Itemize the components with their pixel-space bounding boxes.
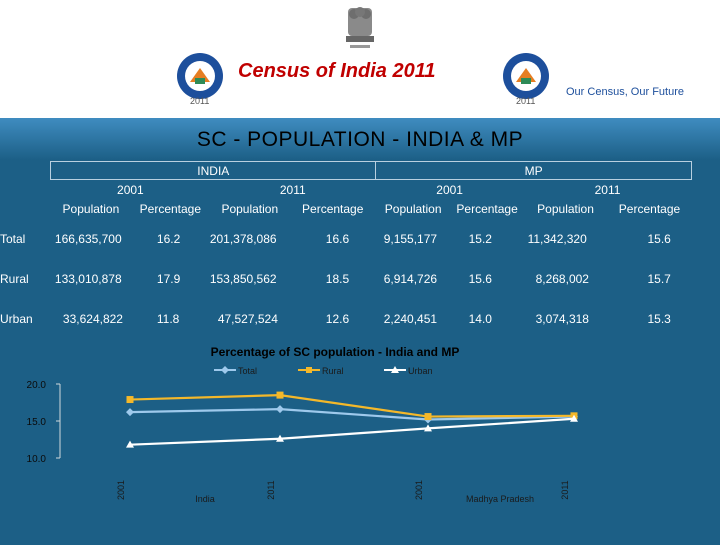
data-point (126, 408, 134, 417)
table-cell: 3,074,318 (535, 312, 589, 326)
y-tick-label: 15.0 (27, 417, 47, 428)
table-row: Total 166,635,700 16.2 201,378,086 16.6 … (0, 219, 692, 259)
data-point (424, 424, 432, 432)
series-line-urban (129, 417, 575, 446)
legend-marker (221, 366, 229, 374)
x-tick-label: 2011 (560, 480, 570, 499)
x-tick-label: 2001 (116, 480, 126, 500)
table-corner (0, 162, 51, 180)
table-cell: 47,527,524 (217, 312, 278, 326)
column-header: Percentage (139, 202, 202, 216)
table-cell: 133,010,878 (54, 272, 122, 286)
table-cell: 11,342,320 (527, 232, 587, 246)
y-tick-label: 20.0 (27, 380, 47, 391)
table-cell: 15.3 (647, 312, 671, 326)
legend-label: Urban (408, 366, 433, 376)
row-label: Rural (0, 272, 29, 286)
row-label: Total (0, 232, 26, 246)
group-label-india: India (195, 494, 215, 504)
table-cell: 12.6 (325, 312, 350, 326)
year-header: 2011 (594, 182, 621, 197)
table-cell: 14.0 (468, 312, 492, 326)
legend-marker (391, 366, 399, 373)
data-point (276, 434, 284, 442)
population-table: INDIA MP 2001 2011 2001 2011 Population … (0, 161, 692, 339)
table-cell: 16.2 (156, 232, 181, 246)
table-cell: 15.6 (468, 272, 492, 286)
table-cell: 15.2 (468, 232, 492, 246)
table-cell: 15.7 (647, 272, 671, 286)
data-point (126, 396, 134, 404)
table-cell: 2,240,451 (383, 312, 438, 326)
legend-marker (306, 367, 312, 373)
table-cell: 9,155,177 (383, 232, 438, 246)
logo-year-right: 2011 (516, 96, 536, 106)
data-point (276, 391, 284, 399)
group-header-mp: MP (375, 161, 692, 180)
column-header: Population (221, 202, 279, 216)
column-header: Percentage (618, 202, 681, 216)
header: 2011 2011 Census of India 2011 Our Censu… (0, 0, 720, 118)
table-row: Urban 33,624,822 11.8 47,527,524 12.6 2,… (0, 299, 692, 339)
table-row: Rural 133,010,878 17.9 153,850,562 18.5 … (0, 259, 692, 299)
year-header: 2001 (117, 182, 144, 197)
series-line-total (129, 408, 575, 421)
chart-container: Percentage of SC population - India and … (0, 340, 720, 540)
table-cell: 11.8 (156, 312, 180, 326)
table-cell: 201,378,086 (209, 232, 277, 246)
title-band (0, 118, 720, 160)
table-cell: 17.9 (156, 272, 181, 286)
data-point (424, 413, 432, 421)
table-cell: 33,624,822 (62, 312, 123, 326)
year-header: 2011 (279, 182, 306, 197)
table-cell: 8,268,002 (535, 272, 589, 286)
x-tick-label: 2011 (266, 480, 276, 499)
group-header-india: INDIA (50, 161, 377, 180)
y-tick-label: 10.0 (27, 454, 47, 465)
page-title: SC - POPULATION - INDIA & MP (196, 128, 524, 151)
series-line-rural (129, 393, 575, 418)
table-cell: 16.6 (325, 232, 350, 246)
column-header: Population (62, 202, 120, 216)
group-label-mp: Madhya Pradesh (466, 494, 534, 504)
table-cell: 15.6 (647, 232, 671, 246)
table-cell: 18.5 (325, 272, 350, 286)
tagline: Our Census, Our Future (566, 86, 684, 98)
legend-label: Rural (322, 366, 344, 376)
logo-year-left: 2011 (190, 96, 210, 106)
legend-label: Total (238, 366, 257, 376)
column-header: Population (537, 202, 594, 216)
chart-title: Percentage of SC population - India and … (211, 345, 460, 359)
column-header: Percentage (456, 202, 518, 216)
census-logo-icon (177, 53, 223, 99)
data-point (126, 440, 134, 448)
column-header: Population (384, 202, 442, 216)
national-emblem-icon (346, 7, 374, 48)
census-title: Census of India 2011 (238, 60, 436, 82)
row-label: Urban (0, 312, 33, 326)
census-logo-icon (503, 53, 549, 99)
data-point (570, 414, 578, 422)
table-cell: 166,635,700 (54, 232, 122, 246)
x-tick-label: 2001 (414, 480, 424, 500)
year-header: 2001 (436, 182, 463, 197)
table-cell: 153,850,562 (209, 272, 277, 286)
column-header: Percentage (302, 202, 364, 216)
table-cell: 6,914,726 (383, 272, 438, 286)
sc-percentage-chart: Percentage of SC population - India and … (27, 345, 578, 504)
data-point (276, 405, 284, 414)
